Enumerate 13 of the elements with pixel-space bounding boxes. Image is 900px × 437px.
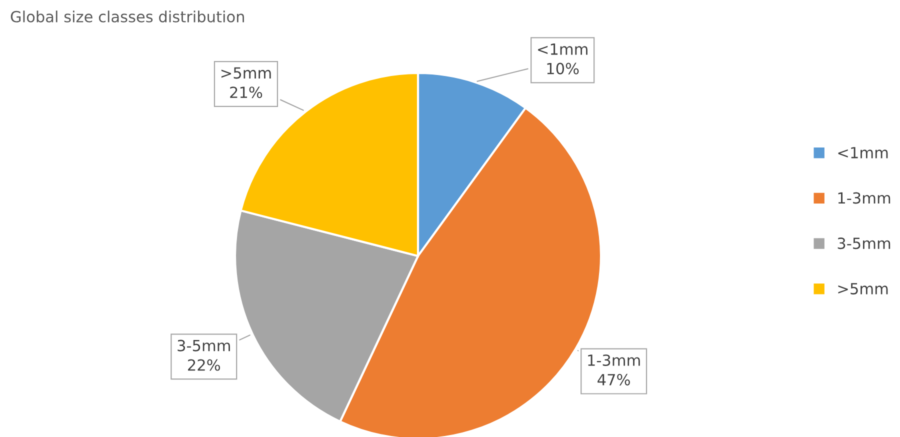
chart-title: Global size classes distribution bbox=[10, 10, 244, 22]
data-label: 10% bbox=[547, 62, 579, 74]
legend-label: <1mm bbox=[838, 147, 888, 158]
data-label: 47% bbox=[598, 374, 630, 386]
slice-label: 3-5mm bbox=[178, 340, 230, 352]
data-label: 22% bbox=[188, 359, 220, 371]
slice-label: <1mm bbox=[538, 44, 588, 55]
legend-label: 1-3mm bbox=[838, 192, 890, 204]
slice-label: 1-3mm bbox=[588, 354, 640, 366]
legend-label: >5mm bbox=[838, 283, 888, 294]
data-label: 21% bbox=[230, 86, 262, 98]
legend-label: 3-5mm bbox=[838, 238, 890, 250]
slice-label: >5mm bbox=[221, 67, 271, 79]
